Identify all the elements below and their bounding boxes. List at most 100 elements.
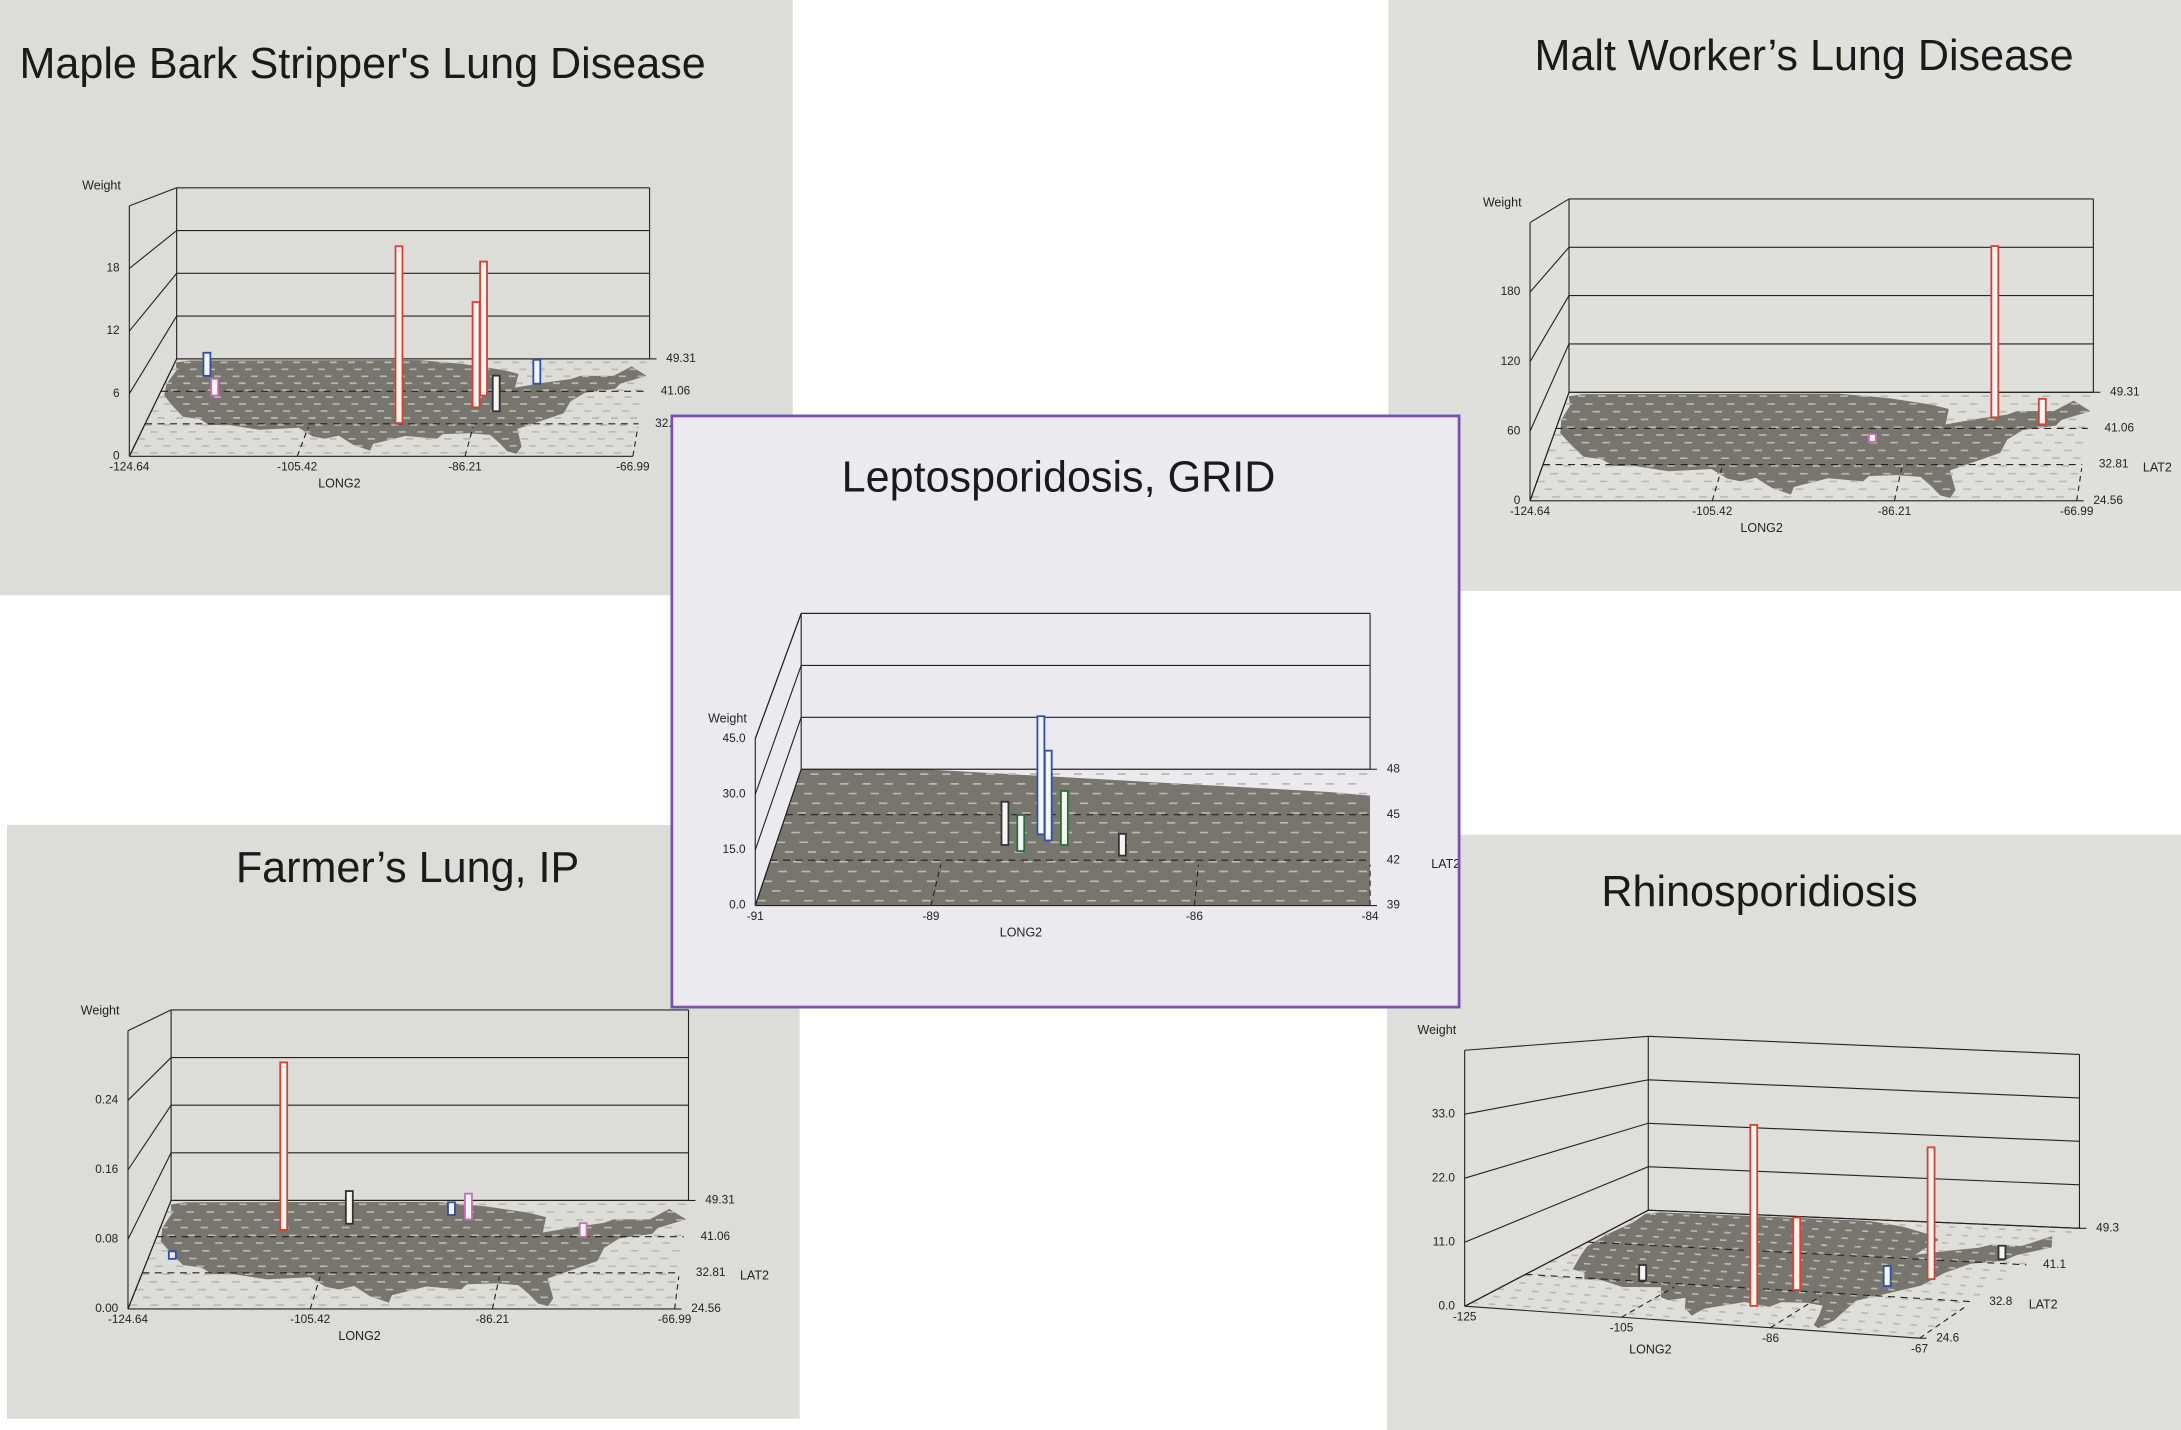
x-tick xyxy=(1464,1276,1521,1307)
chart-title: Rhinosporidiosis xyxy=(1601,868,1917,916)
grid-line xyxy=(754,612,1371,739)
x-tick-label: -91 xyxy=(747,909,764,923)
x-tick-label: -67 xyxy=(1911,1341,1928,1355)
y-tick-label: 0 xyxy=(1514,493,1521,507)
bar xyxy=(578,1222,588,1238)
bar xyxy=(1926,1146,1936,1281)
bar xyxy=(1868,433,1877,443)
bar xyxy=(167,1250,177,1260)
grid-line xyxy=(1464,1122,2080,1179)
grid-line xyxy=(1529,343,2094,432)
grid-line xyxy=(1464,1166,2080,1243)
x-tick xyxy=(930,864,942,906)
z-tick-label: 41.06 xyxy=(661,383,691,397)
panel-border xyxy=(670,414,1461,1009)
y-tick-label: 6 xyxy=(113,386,120,400)
z-grid-line xyxy=(1587,1241,2027,1266)
z-tick-label: 49.3 xyxy=(2096,1220,2119,1234)
x-tick-label: -105.42 xyxy=(1692,504,1732,518)
map xyxy=(129,1201,687,1307)
axis-line xyxy=(129,187,177,207)
y-tick-label: 33.0 xyxy=(1432,1106,1455,1120)
x-tick-label: -86 xyxy=(1186,909,1204,923)
bar xyxy=(532,358,542,385)
x-tick xyxy=(1770,1295,1822,1329)
y-tick-label: 0.08 xyxy=(95,1232,118,1246)
bar xyxy=(1043,749,1053,842)
z-tick-label: 42 xyxy=(1387,852,1400,866)
x-tick xyxy=(632,426,639,457)
x-tick xyxy=(464,426,474,457)
z-axis-label: LAT2 xyxy=(1431,857,1460,871)
x-tick-label: -86.21 xyxy=(1878,504,1911,518)
y-axis-label: Weight xyxy=(1418,1023,1457,1037)
x-tick-label: -89 xyxy=(922,909,940,923)
y-tick-label: 0.24 xyxy=(95,1092,118,1106)
chart-title: Leptosporidosis, GRID xyxy=(842,453,1276,501)
x-tick-label: -86.21 xyxy=(476,1312,509,1326)
map-shape xyxy=(164,360,647,454)
bar xyxy=(1000,800,1010,846)
bar xyxy=(1638,1264,1648,1282)
z-tick-label: 49.31 xyxy=(2110,384,2140,398)
x-tick-label: -86.21 xyxy=(448,460,481,474)
bar xyxy=(394,245,404,424)
grid-line xyxy=(1529,246,2094,293)
y-tick-label: 30.0 xyxy=(723,786,746,800)
grid-line xyxy=(1529,295,2094,362)
y-tick-label: 11.0 xyxy=(1433,1234,1456,1248)
x-tick xyxy=(1621,1286,1675,1318)
x-tick xyxy=(1893,468,1903,501)
grid-line xyxy=(754,716,1371,851)
x-tick-label: -66.99 xyxy=(616,460,650,474)
chart-panel: Malt Worker’s Lung Disease 0 60 120 180 -124.… xyxy=(1388,0,2181,592)
x-axis-label: LONG2 xyxy=(1740,521,1782,535)
grid-line xyxy=(127,1104,689,1171)
bar xyxy=(210,377,220,397)
axis-line xyxy=(127,1009,172,1032)
chart-panel: Farmer’s Lung, IP 0.00 0.08 0.16 0.24 -124.64… xyxy=(6,824,800,1419)
z-tick-label: 41.1 xyxy=(2043,1257,2066,1271)
z-axis-label: LAT2 xyxy=(2029,1298,2058,1312)
grid-line xyxy=(1464,1079,2080,1115)
x-tick-label: -86 xyxy=(1762,1331,1780,1345)
y-tick-label: 45.0 xyxy=(723,731,746,745)
x-tick-label: -124.64 xyxy=(1510,504,1550,518)
bar xyxy=(464,1192,473,1221)
bar xyxy=(1016,814,1026,852)
z-tick-label: 48 xyxy=(1387,761,1401,775)
z-tick-label: 32.81 xyxy=(2099,457,2129,471)
axis-line xyxy=(1464,1035,1649,1051)
grid-line xyxy=(754,664,1371,795)
x-tick-label: -105.42 xyxy=(290,1312,330,1326)
x-tick xyxy=(2076,468,2083,501)
axis-line xyxy=(1464,1305,1920,1339)
x-tick-label: -105.42 xyxy=(277,460,317,474)
panel-background xyxy=(670,414,1461,1009)
bar xyxy=(1882,1265,1892,1287)
map-shape xyxy=(1560,393,2091,498)
y-axis-label: Weight xyxy=(81,1004,120,1018)
panel-background xyxy=(1386,834,2181,1430)
x-axis-label: LONG2 xyxy=(1000,926,1042,940)
z-tick-label: 49.31 xyxy=(666,351,696,365)
bar xyxy=(344,1190,354,1225)
y-tick-label: 0.0 xyxy=(1439,1298,1456,1312)
y-axis-label: Weight xyxy=(708,711,747,725)
z-axis-label: LAT2 xyxy=(2143,461,2172,475)
chart-panel: Leptosporidosis, GRID 0.0 15.0 30.0 45.0 -91 -… xyxy=(670,414,1461,1009)
axis-line xyxy=(1529,198,1570,224)
y-tick-label: 180 xyxy=(1501,284,1521,298)
grid-line xyxy=(128,315,650,394)
y-tick-label: 0.0 xyxy=(729,898,746,912)
x-axis-label: LONG2 xyxy=(1629,1342,1671,1356)
x-axis-label: LONG2 xyxy=(338,1329,380,1343)
x-tick-label: -124.64 xyxy=(109,460,149,474)
x-tick xyxy=(296,426,309,457)
z-tick-label: 45 xyxy=(1387,807,1401,821)
chart-panel: Rhinosporidiosis 0.0 11.0 22.0 33.0 -125 -105 -… xyxy=(1386,834,2181,1430)
z-tick-label: 39 xyxy=(1387,898,1401,912)
bar xyxy=(1792,1216,1802,1291)
chart-panel: Maple Bark Stripper's Lung Disease 0 6 12 18… xyxy=(0,0,793,596)
